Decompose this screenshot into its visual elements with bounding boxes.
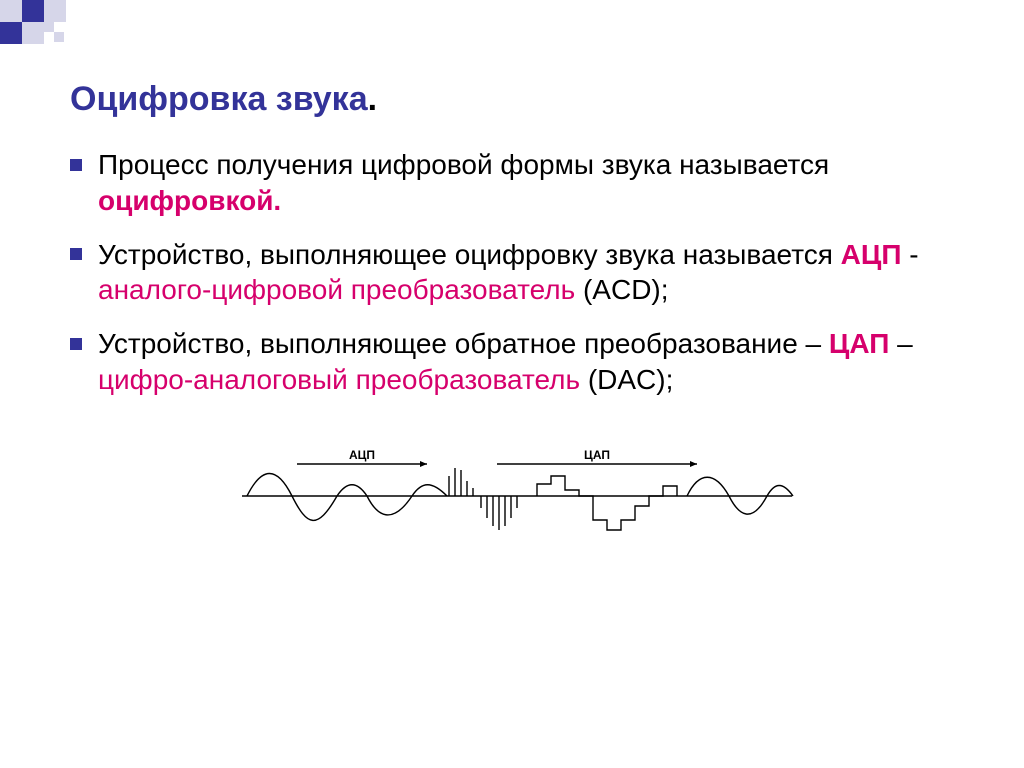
- bullet-item: Устройство, выполняющее обратное преобра…: [70, 326, 964, 398]
- bullet-text: Устройство, выполняющее обратное преобра…: [98, 328, 829, 359]
- svg-text:ЦАП: ЦАП: [584, 448, 610, 462]
- bullet-text: (DAC);: [580, 364, 673, 395]
- bullet-text: –: [889, 328, 912, 359]
- bullet-text: Устройство, выполняющее оцифровку звука …: [98, 239, 841, 270]
- svg-text:АЦП: АЦП: [349, 448, 375, 462]
- title-period: .: [368, 80, 377, 118]
- bullet-text: (ACD);: [575, 274, 668, 305]
- bullet-list: Процесс получения цифровой формы звука н…: [70, 147, 964, 398]
- title-text: Оцифровка звука: [70, 80, 368, 118]
- highlight-abbrev: АЦП: [841, 239, 902, 270]
- bullet-text: Процесс получения цифровой формы звука н…: [98, 149, 829, 180]
- highlight-expansion: цифро-аналоговый преобразователь: [98, 364, 580, 395]
- highlight-abbrev: ЦАП: [829, 328, 889, 359]
- highlight-term: оцифровкой.: [98, 185, 281, 216]
- highlight-expansion: аналого-цифровой преобразователь: [98, 274, 575, 305]
- bullet-item: Устройство, выполняющее оцифровку звука …: [70, 237, 964, 309]
- signal-diagram: АЦП ЦАП: [237, 426, 797, 556]
- bullet-text: -: [901, 239, 918, 270]
- corner-decoration: [0, 0, 120, 60]
- bullet-item: Процесс получения цифровой формы звука н…: [70, 147, 964, 219]
- slide-content: Оцифровка звука. Процесс получения цифро…: [0, 0, 1024, 576]
- slide-title: Оцифровка звука.: [70, 80, 964, 119]
- diagram-container: АЦП ЦАП: [70, 426, 964, 556]
